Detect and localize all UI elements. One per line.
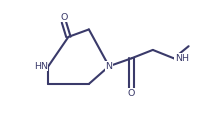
Text: HN: HN [34,62,48,71]
Text: O: O [60,13,68,22]
Text: N: N [106,62,112,71]
Text: O: O [128,89,135,98]
Text: NH: NH [175,54,189,63]
